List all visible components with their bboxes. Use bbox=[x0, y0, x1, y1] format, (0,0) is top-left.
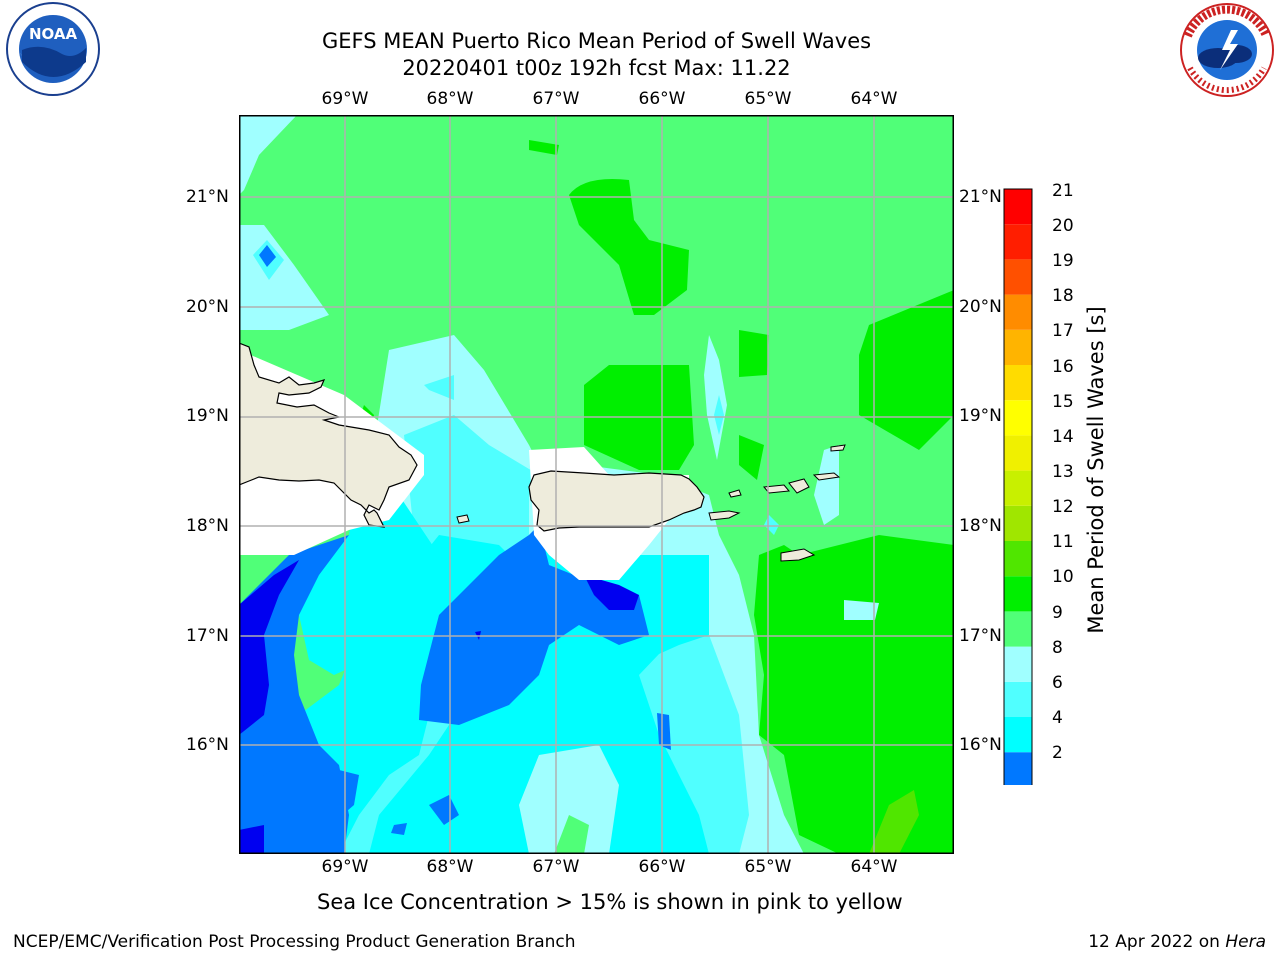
land-hispaniola bbox=[239, 342, 418, 528]
colorbar-tick: 4 bbox=[1052, 708, 1063, 728]
lon-label-top: 64°W bbox=[850, 89, 898, 109]
colorbar-tick: 16 bbox=[1052, 357, 1074, 377]
lat-label-left: 21°N bbox=[186, 187, 229, 207]
noaa-logo: NOAA bbox=[6, 2, 100, 96]
colorbar-tick: 11 bbox=[1052, 532, 1074, 552]
colorbar-segment bbox=[1004, 646, 1032, 682]
colorbar-frame bbox=[1003, 188, 1033, 785]
lon-label-bottom: 65°W bbox=[744, 857, 792, 877]
colorbar-tick: 18 bbox=[1052, 286, 1074, 306]
field-8-9-nw bbox=[239, 115, 297, 195]
colorbar-segment bbox=[1004, 259, 1032, 295]
lon-label-top: 65°W bbox=[744, 89, 792, 109]
swell-period-map bbox=[239, 115, 954, 854]
colorbar bbox=[1003, 188, 1033, 785]
colorbar-tick: 13 bbox=[1052, 462, 1074, 482]
colorbar-segment bbox=[1004, 224, 1032, 260]
colorbar-segment bbox=[1004, 752, 1032, 785]
footer-machine: Hera bbox=[1225, 932, 1266, 952]
colorbar-segment bbox=[1004, 576, 1032, 612]
colorbar-tick: 20 bbox=[1052, 216, 1074, 236]
lon-label-top: 68°W bbox=[426, 89, 474, 109]
colorbar-tick: 12 bbox=[1052, 497, 1074, 517]
field-10-11-east-big bbox=[754, 290, 954, 854]
lon-label-bottom: 68°W bbox=[426, 857, 474, 877]
field-0-2 bbox=[239, 560, 299, 735]
lat-label-left: 19°N bbox=[186, 406, 229, 426]
lon-label-bottom: 66°W bbox=[638, 857, 686, 877]
colorbar-tick: 6 bbox=[1052, 673, 1063, 693]
field-6-8 bbox=[424, 375, 454, 400]
map-gridlines bbox=[239, 115, 954, 854]
colorbar-segment bbox=[1004, 435, 1032, 471]
colorbar-tick: 15 bbox=[1052, 392, 1074, 412]
colorbar-segment bbox=[1004, 611, 1032, 647]
footer-date: 12 Apr 2022 on Hera bbox=[1088, 932, 1266, 952]
colorbar-tick: 8 bbox=[1052, 638, 1063, 658]
lon-label-top: 69°W bbox=[321, 89, 369, 109]
sea-ice-note: Sea Ice Concentration > 15% is shown in … bbox=[317, 890, 903, 914]
colorbar-segment bbox=[1004, 365, 1032, 401]
lon-label-top: 66°W bbox=[638, 89, 686, 109]
colorbar-tick: 9 bbox=[1052, 603, 1063, 623]
noaa-logo-text: NOAA bbox=[29, 25, 78, 43]
colorbar-tick: 19 bbox=[1052, 251, 1074, 271]
lat-label-left: 16°N bbox=[186, 735, 229, 755]
colorbar-segment bbox=[1004, 717, 1032, 753]
field-11-12-se bbox=[869, 790, 919, 854]
land-puerto-rico bbox=[528, 470, 705, 532]
lat-label-right: 16°N bbox=[959, 735, 1002, 755]
map-title: GEFS MEAN Puerto Rico Mean Period of Swe… bbox=[321, 29, 872, 53]
colorbar-label: Mean Period of Swell Waves [s] bbox=[1084, 306, 1108, 634]
map-subtitle: 20220401 t00z 192h fcst Max: 11.22 bbox=[402, 56, 791, 80]
lon-label-bottom: 64°W bbox=[850, 857, 898, 877]
lat-label-right: 21°N bbox=[959, 187, 1002, 207]
nws-logo bbox=[1180, 3, 1274, 97]
colorbar-segment bbox=[1004, 541, 1032, 577]
lat-label-left: 18°N bbox=[186, 516, 229, 536]
lat-label-right: 18°N bbox=[959, 516, 1002, 536]
colorbar-tick: 21 bbox=[1052, 181, 1074, 201]
lon-label-bottom: 67°W bbox=[532, 857, 580, 877]
field-10-11-north bbox=[569, 179, 689, 315]
colorbar-segment bbox=[1004, 329, 1032, 365]
colorbar-segment bbox=[1004, 505, 1032, 541]
colorbar-tick: 17 bbox=[1052, 321, 1074, 341]
colorbar-tick: 2 bbox=[1052, 743, 1063, 763]
colorbar-segment bbox=[1004, 470, 1032, 506]
lat-label-right: 17°N bbox=[959, 626, 1002, 646]
lat-label-left: 17°N bbox=[186, 626, 229, 646]
lat-label-left: 20°N bbox=[186, 297, 229, 317]
footer-credit: NCEP/EMC/Verification Post Processing Pr… bbox=[13, 932, 576, 952]
colorbar-segment bbox=[1004, 400, 1032, 436]
footer-date-text: 12 Apr 2022 on bbox=[1088, 932, 1220, 952]
colorbar-segment bbox=[1004, 294, 1032, 330]
colorbar-segment bbox=[1004, 189, 1032, 225]
lon-label-bottom: 69°W bbox=[321, 857, 369, 877]
lon-label-top: 67°W bbox=[532, 89, 580, 109]
colorbar-tick: 14 bbox=[1052, 427, 1074, 447]
colorbar-segment bbox=[1004, 681, 1032, 717]
lat-label-right: 19°N bbox=[959, 406, 1002, 426]
colorbar-tick: 10 bbox=[1052, 567, 1074, 587]
lat-label-right: 20°N bbox=[959, 297, 1002, 317]
